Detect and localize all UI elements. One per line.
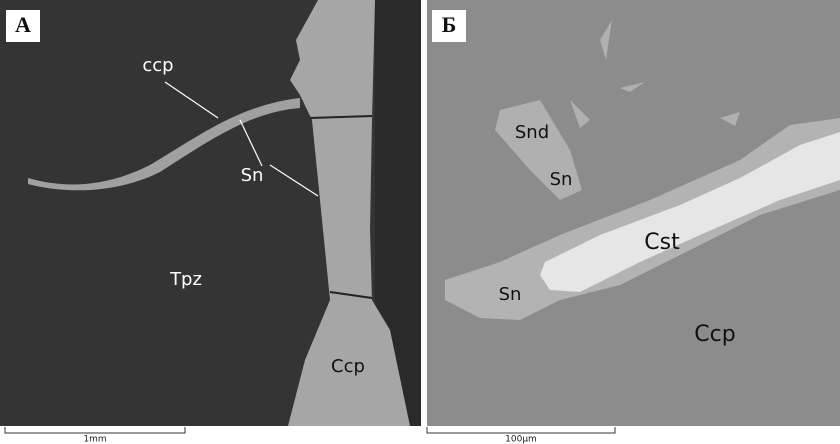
page: А ccp Sn Tpz Ccp Б Snd Sn Cst Sn Ccp 1mm… [0,0,840,444]
annotation: Tpz [169,269,202,290]
annotation: ccp [142,55,173,76]
annotation: Snd [515,122,549,143]
annotation: Sn [241,165,264,186]
panel-label: Б [442,12,457,37]
annotation: Ccp [331,356,365,377]
panel-a: А ccp Sn Tpz Ccp [0,0,421,426]
scale-bar: 1mm [5,427,185,444]
annotation: Cst [644,230,680,255]
scale-label: 1mm [83,435,106,444]
panel-label: А [15,12,31,37]
annotation: Sn [499,284,522,305]
annotation: Ccp [694,322,735,347]
figure: А ccp Sn Tpz Ccp Б Snd Sn Cst Sn Ccp 1mm… [0,0,840,444]
scale-label: 100µm [505,435,537,444]
scale-bar: 100µm [427,427,615,444]
annotation: Sn [550,169,573,190]
panel-b: Б Snd Sn Cst Sn Ccp [427,0,840,426]
